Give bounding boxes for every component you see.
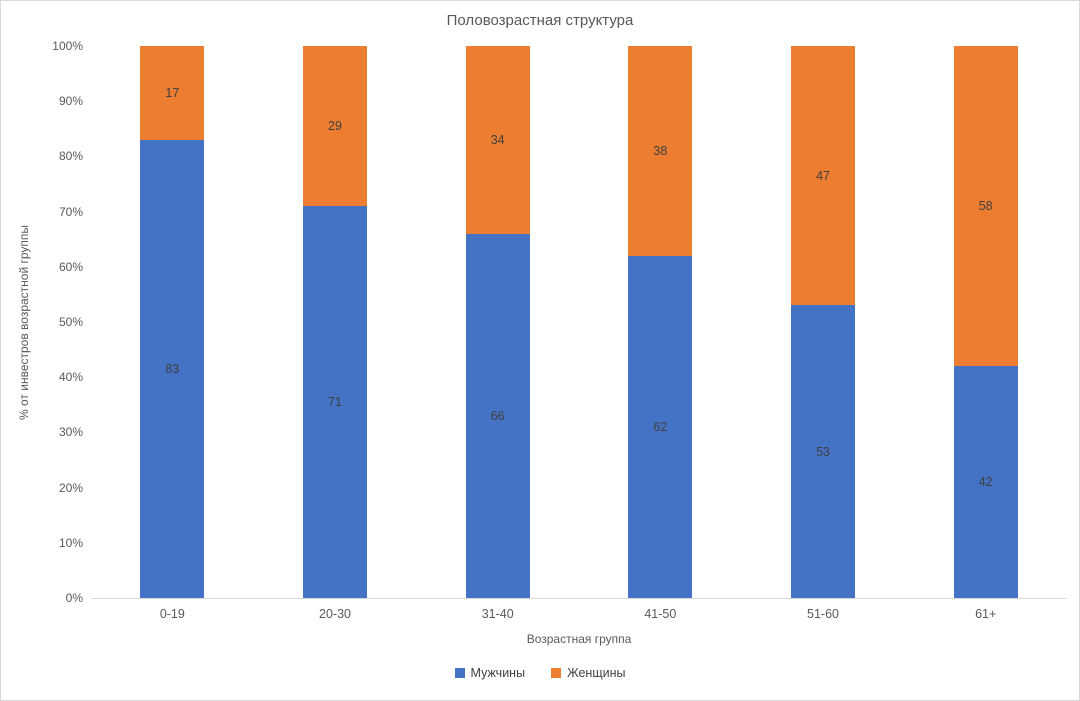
y-tick-label: 40% <box>58 370 83 385</box>
y-tick-label: 20% <box>58 480 83 495</box>
legend-label: Женщины <box>567 666 626 680</box>
data-label: 17 <box>165 85 180 100</box>
stacked-bar-61+: 42 58 <box>953 46 1018 598</box>
bar-segment: 38 <box>628 46 693 256</box>
y-tick-label: 90% <box>58 94 83 109</box>
data-label: 83 <box>165 361 180 376</box>
category-slot: 42 58 <box>904 46 1067 598</box>
data-label: 42 <box>978 475 993 490</box>
chart-title: Половозрастная структура <box>446 12 634 29</box>
legend-swatch-icon <box>551 668 562 678</box>
data-label: 34 <box>490 132 505 147</box>
legend-swatch-icon <box>454 668 465 678</box>
x-axis-title: Возрастная группа <box>526 632 632 646</box>
data-label: 29 <box>328 119 342 134</box>
y-tick-label: 0% <box>65 591 83 605</box>
stacked-bar-0-19: 83 17 <box>140 46 205 598</box>
x-tick-label: 41-50 <box>644 607 677 621</box>
legend-item: Женщины <box>551 666 625 680</box>
y-tick-label: 60% <box>58 259 83 274</box>
x-tick-label: 31-40 <box>481 607 514 621</box>
y-tick-label: 30% <box>58 425 83 440</box>
data-label: 71 <box>328 395 342 410</box>
legend-label: Мужчины <box>470 666 526 680</box>
bar-segment: 42 <box>953 366 1018 598</box>
bar-segment: 83 <box>140 139 205 598</box>
y-tick-label: 50% <box>58 315 83 329</box>
x-tick-label: 61+ <box>975 607 997 621</box>
x-axis-ticks: 0-19 20-30 31-40 41-50 51-60 61+ <box>91 607 1067 621</box>
data-label: 53 <box>816 444 830 459</box>
legend: Мужчины Женщины <box>1 666 1079 680</box>
data-label: 38 <box>653 143 668 158</box>
y-axis-ticks: 0% 10% 20% 30% 40% 50% 60% 70% 80% 90% 100% <box>1 39 83 605</box>
category-slot: 62 38 <box>579 46 742 598</box>
category-slot: 71 29 <box>254 46 417 598</box>
bar-segment: 47 <box>791 46 856 306</box>
x-tick-label: 20-30 <box>319 607 351 621</box>
stacked-bar-41-50: 62 38 <box>628 46 693 598</box>
y-tick-label: 100% <box>52 39 83 53</box>
data-label: 47 <box>816 168 830 183</box>
category-slot: 83 17 <box>91 46 254 598</box>
bar-segment: 58 <box>953 46 1018 367</box>
category-slot: 53 47 <box>742 46 905 598</box>
bar-segment: 71 <box>303 206 367 598</box>
x-tick-label: 0-19 <box>159 607 185 621</box>
stacked-bar-51-60: 53 47 <box>791 46 856 598</box>
stacked-bar-20-30: 71 29 <box>303 46 367 598</box>
data-label: 62 <box>653 419 668 434</box>
y-tick-label: 80% <box>58 149 83 164</box>
y-tick-label: 10% <box>58 535 83 550</box>
category-slot: 66 34 <box>416 46 579 598</box>
bar-segment: 29 <box>303 46 367 207</box>
y-tick-label: 70% <box>58 204 83 219</box>
plot-area: 83 17 71 29 66 34 62 38 53 47 42 58 <box>91 46 1067 599</box>
bar-segment: 17 <box>140 46 205 140</box>
x-tick-label: 51-60 <box>807 607 840 621</box>
bar-segment: 66 <box>465 233 530 598</box>
data-label: 58 <box>978 199 993 214</box>
stacked-bar-31-40: 66 34 <box>465 46 530 598</box>
bar-segment: 53 <box>791 305 856 598</box>
data-label: 66 <box>490 408 505 423</box>
legend-item: Мужчины <box>454 666 526 680</box>
bar-segment: 34 <box>465 46 530 234</box>
bar-segment: 62 <box>628 255 693 598</box>
